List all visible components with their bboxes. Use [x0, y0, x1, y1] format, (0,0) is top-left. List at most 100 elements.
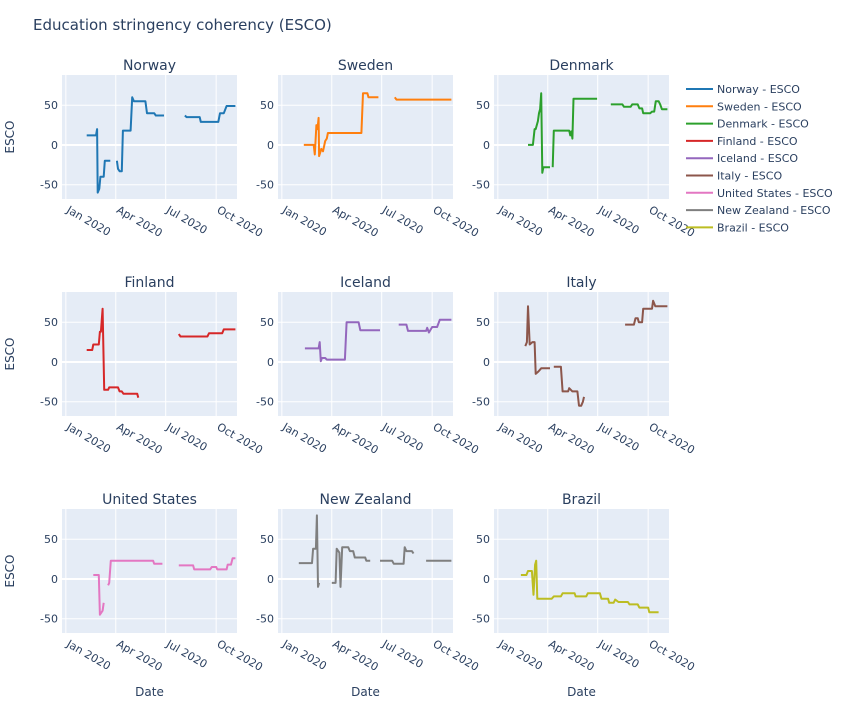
x-tick-label: Jul 2020 [595, 203, 641, 237]
legend-item[interactable]: Brazil - ESCO [686, 221, 789, 234]
x-tick-label: Apr 2020 [330, 420, 380, 457]
y-tick-label: -50 [40, 179, 58, 192]
legend-label: New Zealand - ESCO [717, 204, 831, 217]
x-tick-label: Apr 2020 [330, 637, 380, 674]
subplot-title: Denmark [549, 58, 614, 74]
legend-item[interactable]: United States - ESCO [686, 187, 833, 200]
series-line [86, 128, 111, 194]
panel-italy: 50 0 -50 Jan 2020 Apr 2020 Jul 2020 Oct 2020 It… [472, 275, 697, 457]
plot-area [494, 509, 669, 633]
legend-label: Norway - ESCO [717, 83, 800, 96]
plot-area [62, 509, 237, 633]
panel-finland: 50 0 -50 Jan 2020 Apr 2020 Jul 2020 Oct 2020 Fi… [3, 275, 265, 457]
x-tick-label: Oct 2020 [647, 637, 697, 674]
series-line [528, 92, 550, 174]
x-tick-label: Jan 2020 [63, 637, 112, 673]
legend[interactable]: Norway - ESCO Sweden - ESCO Denmark - ESCO… [686, 83, 833, 234]
series-line [520, 559, 659, 614]
y-tick-label: 0 [267, 573, 274, 586]
series-line [625, 299, 668, 326]
legend-label: Sweden - ESCO [717, 100, 802, 113]
x-tick-label: Jan 2020 [495, 203, 544, 239]
x-tick-label: Apr 2020 [546, 203, 596, 240]
y-tick-label: -50 [472, 613, 490, 626]
series-sweden [303, 92, 452, 158]
x-tick-label: Jul 2020 [163, 420, 209, 454]
y-tick-label: -50 [256, 613, 274, 626]
subplot-title: New Zealand [320, 492, 412, 508]
subplot-title: Finland [124, 275, 174, 291]
y-tick-label: -50 [472, 396, 490, 409]
series-line [93, 574, 105, 616]
plot-area [278, 509, 453, 633]
series-line [298, 514, 321, 588]
y-tick-label: 50 [476, 99, 490, 112]
x-axis-label: Date [135, 685, 164, 699]
x-tick-label: Oct 2020 [215, 420, 265, 457]
legend-item[interactable]: Denmark - ESCO [686, 118, 809, 131]
subplot-title: Norway [123, 58, 176, 74]
series-united-states [93, 557, 236, 616]
x-tick-label: Jul 2020 [379, 637, 425, 671]
plot-area [494, 292, 669, 416]
subplot-title: Italy [566, 275, 596, 291]
y-tick-label: 0 [267, 356, 274, 369]
y-axis-label: ESCO [3, 337, 17, 370]
series-iceland [304, 318, 452, 363]
panel-sweden: 50 0 -50 Jan 2020 Apr 2020 Jul 2020 Oct 2020 Sw… [256, 58, 481, 240]
series-line [610, 100, 668, 115]
legend-item[interactable]: New Zealand - ESCO [686, 204, 831, 217]
plot-area [494, 75, 669, 199]
x-tick-label: Oct 2020 [431, 420, 481, 457]
subplot-title: Brazil [562, 492, 601, 508]
plot-area [278, 75, 453, 199]
series-line [380, 546, 415, 565]
x-tick-label: Oct 2020 [647, 203, 697, 240]
x-tick-label: Jan 2020 [63, 420, 112, 456]
x-tick-label: Jul 2020 [163, 203, 209, 237]
legend-item[interactable]: Sweden - ESCO [686, 100, 802, 113]
plot-area [278, 292, 453, 416]
y-tick-label: -50 [256, 179, 274, 192]
subplot-title: United States [102, 492, 197, 508]
series-line [331, 546, 371, 588]
x-tick-label: Oct 2020 [431, 203, 481, 240]
chart-title: Education stringency coherency (ESCO) [33, 16, 332, 34]
x-tick-label: Jan 2020 [63, 203, 112, 239]
legend-item[interactable]: Iceland - ESCO [686, 152, 798, 165]
y-tick-label: 0 [51, 356, 58, 369]
y-tick-label: 0 [267, 139, 274, 152]
panel-denmark: 50 0 -50 Jan 2020 Apr 2020 Jul 2020 Oct 2020 De… [472, 58, 697, 240]
panel-new-zealand: 50 0 -50 Jan 2020 Apr 2020 Jul 2020 Oct 2020 Ne… [256, 492, 481, 699]
y-tick-label: 50 [476, 533, 490, 546]
y-tick-label: 50 [44, 533, 58, 546]
x-tick-label: Jan 2020 [279, 637, 328, 673]
series-line [398, 318, 452, 334]
series-line [393, 96, 452, 101]
series-norway [86, 96, 236, 194]
panel-brazil: 50 0 -50 Jan 2020 Apr 2020 Jul 2020 Oct 2020 Br… [472, 492, 697, 699]
legend-item[interactable]: Finland - ESCO [686, 135, 798, 148]
series-line [178, 557, 236, 571]
y-tick-label: 50 [476, 316, 490, 329]
legend-item[interactable]: Norway - ESCO [686, 83, 800, 96]
x-axis-label: Date [351, 685, 380, 699]
y-axis-label: ESCO [3, 554, 17, 587]
y-tick-label: 50 [260, 99, 274, 112]
subplot-title: Iceland [340, 275, 391, 291]
plot-area [62, 75, 237, 199]
y-tick-label: -50 [40, 613, 58, 626]
series-line [304, 321, 380, 363]
series-denmark [528, 92, 668, 174]
legend-label: Brazil - ESCO [717, 221, 789, 234]
series-line [551, 97, 598, 168]
x-tick-label: Jan 2020 [495, 637, 544, 673]
legend-label: Finland - ESCO [717, 135, 798, 148]
legend-label: Denmark - ESCO [717, 118, 809, 131]
series-new-zealand [298, 514, 452, 588]
y-tick-label: 0 [51, 139, 58, 152]
y-tick-label: -50 [256, 396, 274, 409]
x-tick-label: Apr 2020 [114, 203, 164, 240]
legend-item[interactable]: Italy - ESCO [686, 170, 782, 183]
